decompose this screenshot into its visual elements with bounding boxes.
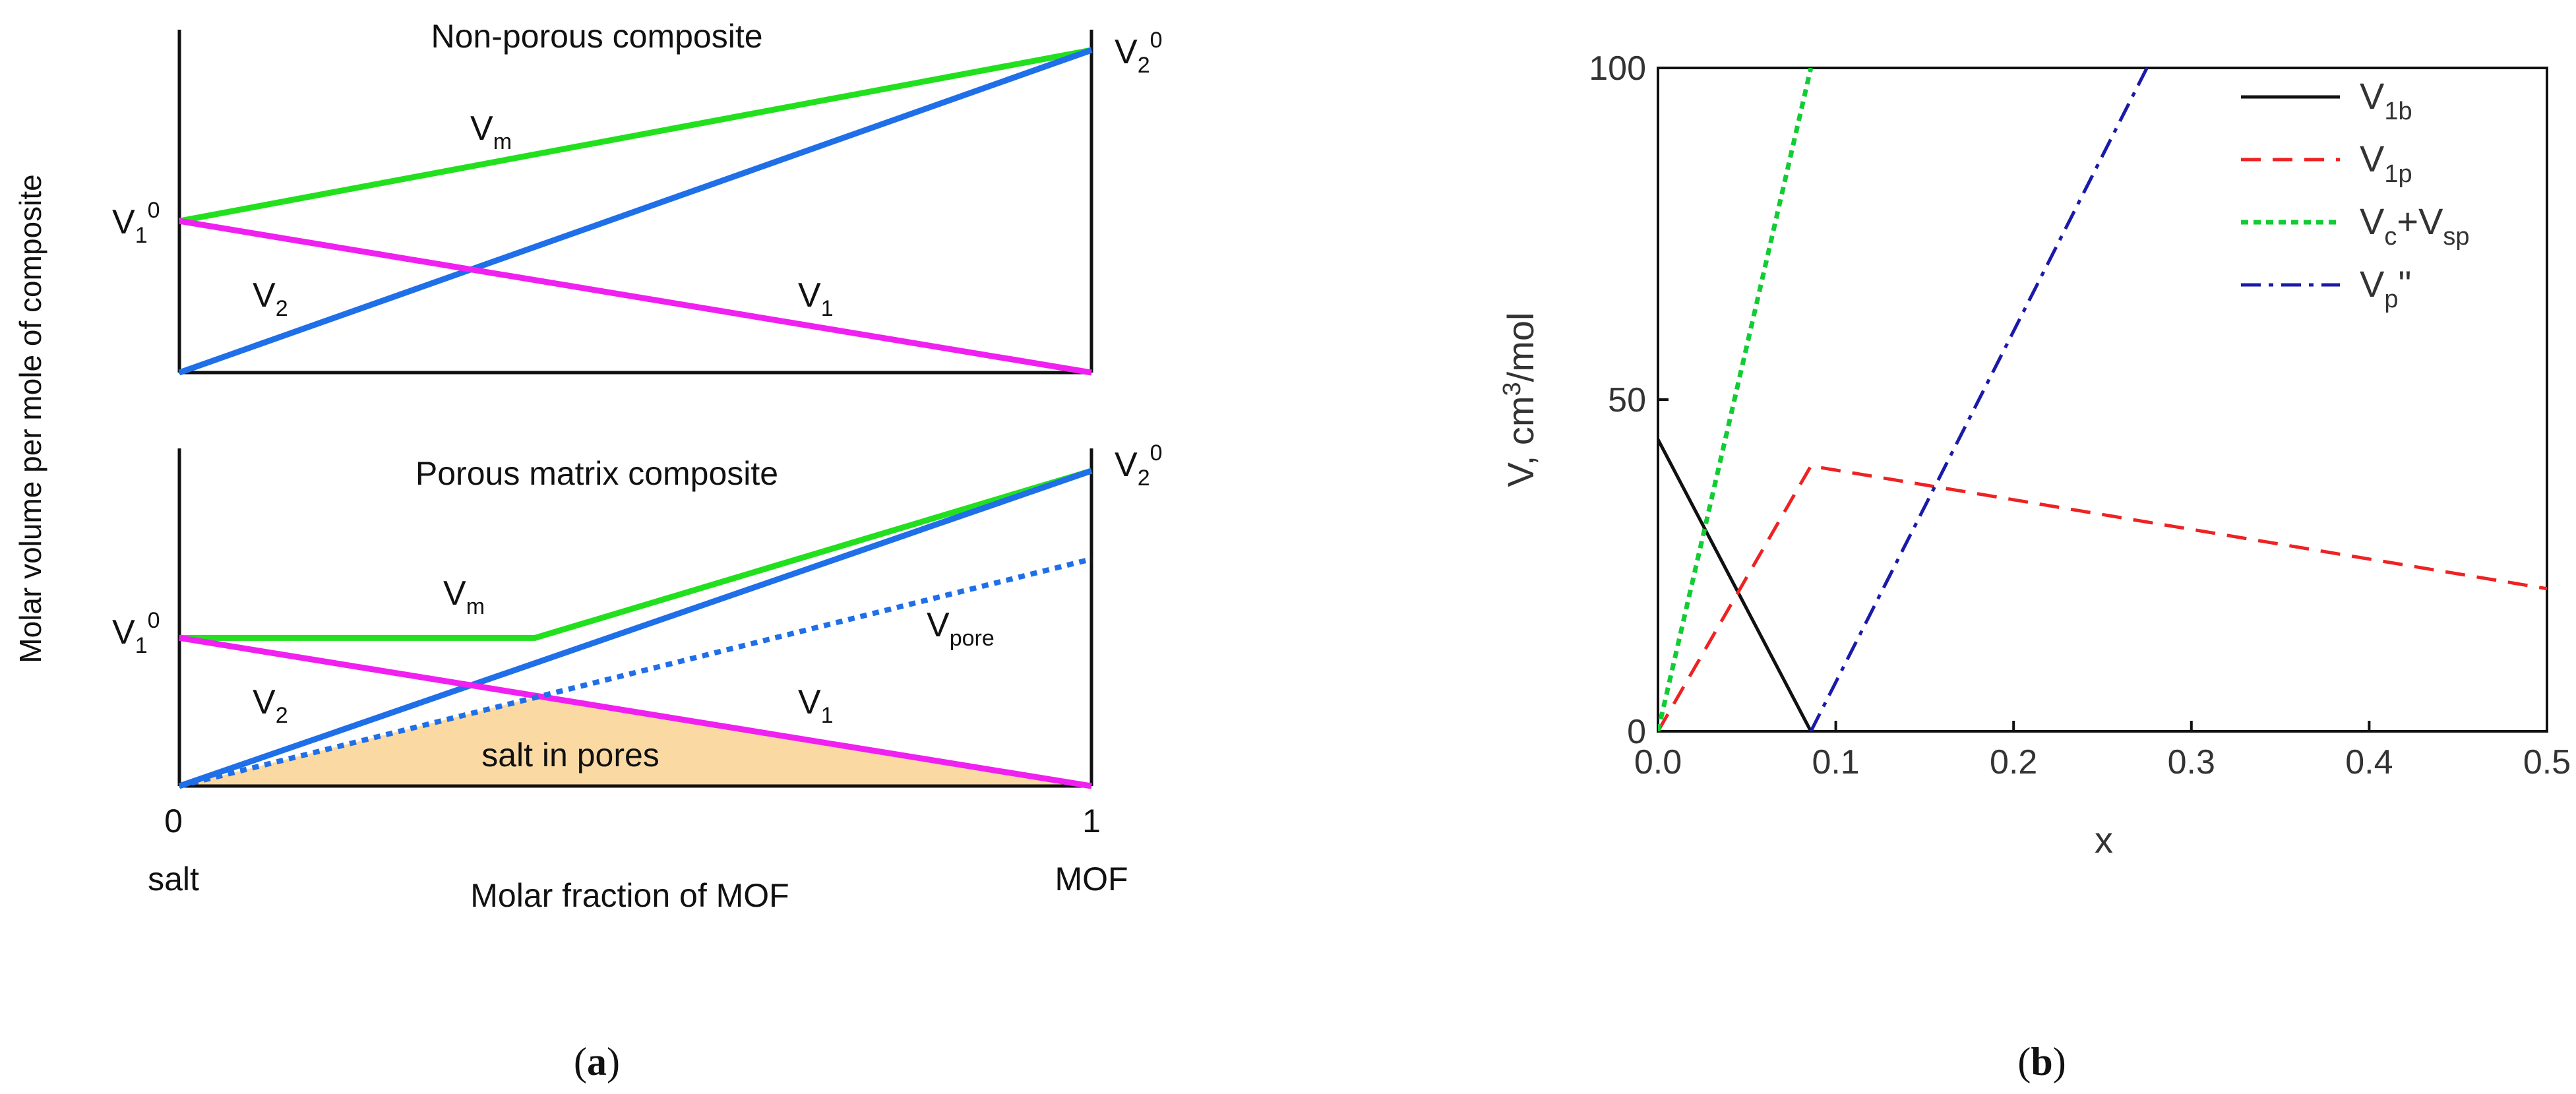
x-tick-1: 1	[1082, 803, 1101, 839]
label-vm-top: Vm	[470, 109, 512, 154]
y-tick-label-0: 0	[1627, 713, 1646, 751]
x-tick-0: 0	[164, 803, 183, 839]
series-vc-vsp	[1658, 68, 1814, 731]
panel-b-legend: V1b V1p Vc+Vsp Vp"	[2241, 75, 2470, 313]
y-tick-label-50: 50	[1608, 381, 1646, 419]
label-v1-top: V1	[798, 276, 834, 321]
panel-a-y-axis-label: Molar volume per mole of composite	[13, 174, 47, 663]
panel-b-caption: (b)	[2017, 1040, 2066, 1083]
x-tick-label-0-5: 0.5	[2523, 743, 2571, 781]
porous-salt-in-pores-fill	[179, 696, 1091, 786]
series-v1b	[1658, 439, 1813, 731]
non-porous-series	[178, 47, 1093, 376]
label-v2-bottom: V2	[253, 683, 288, 728]
panel-a-x-axis-label: Molar fraction of MOF	[470, 877, 789, 914]
porous-series-v1	[179, 634, 1092, 789]
porous-series-vpore	[179, 556, 1092, 789]
non-porous-series-v1	[179, 218, 1092, 376]
porous-title: Porous matrix composite	[415, 455, 778, 492]
label-v1-zero-top: V10	[112, 198, 160, 248]
legend-label-v1b: V1b	[2360, 75, 2412, 125]
x-end-mof: MOF	[1055, 861, 1128, 897]
label-v2-top: V2	[253, 276, 288, 321]
panel-b-y-axis-label: V, cm3/mol	[1498, 313, 1541, 487]
x-tick-label-0-4: 0.4	[2345, 743, 2393, 781]
panel-a-caption: (a)	[574, 1040, 620, 1083]
non-porous-series-vm	[179, 47, 1092, 224]
x-tick-label-0-0: 0.0	[1634, 743, 1682, 781]
porous-series-v2	[178, 468, 1093, 789]
y-tick-label-100: 100	[1589, 49, 1646, 88]
label-vm-bottom: Vm	[443, 574, 485, 619]
legend-label-v1p: V1p	[2360, 138, 2412, 188]
label-v1-bottom: V1	[798, 683, 834, 728]
porous-series	[178, 468, 1093, 789]
salt-in-pores-label: salt in pores	[481, 737, 659, 774]
legend-label-vc-vsp: Vc+Vsp	[2360, 200, 2470, 251]
panel-b-plot-frame	[1657, 67, 2548, 733]
x-tick-label-0-3: 0.3	[2168, 743, 2215, 781]
non-porous-title: Non-porous composite	[431, 18, 762, 55]
series-vp	[1809, 68, 2149, 731]
panel-b-ticks: 0.0 0.1 0.2 0.3 0.4 0.5 0 50 100	[1589, 49, 2571, 781]
x-tick-label-0-1: 0.1	[1812, 743, 1859, 781]
porous-series-vm	[179, 468, 1093, 641]
panel-b-series	[1658, 68, 2547, 731]
panel-a: Molar volume per mole of composite Non-p…	[13, 18, 1163, 1083]
label-v2-zero-top: V20	[1115, 28, 1163, 78]
non-porous-series-v2	[178, 47, 1093, 376]
panel-b-x-axis-label: x	[2095, 819, 2113, 861]
x-end-salt: salt	[148, 861, 199, 897]
label-v2-zero-bottom: V20	[1115, 441, 1163, 491]
x-tick-label-0-2: 0.2	[1990, 743, 2037, 781]
panel-b: 0.0 0.1 0.2 0.3 0.4 0.5 0 50 100 V, cm3/mol x V1…	[1498, 49, 2571, 1083]
porous-plot: Porous matrix composite V10 V20 Vm Vpore…	[112, 441, 1163, 789]
non-porous-plot: Non-porous composite V10 V20 Vm V2 V1	[112, 18, 1163, 376]
label-vpore: Vpore	[927, 606, 995, 651]
label-v1-zero-bottom: V10	[112, 608, 160, 658]
series-v1p	[1658, 464, 2547, 731]
salt-in-pores-region	[179, 696, 1091, 786]
legend-label-vp: Vp"	[2360, 263, 2411, 313]
